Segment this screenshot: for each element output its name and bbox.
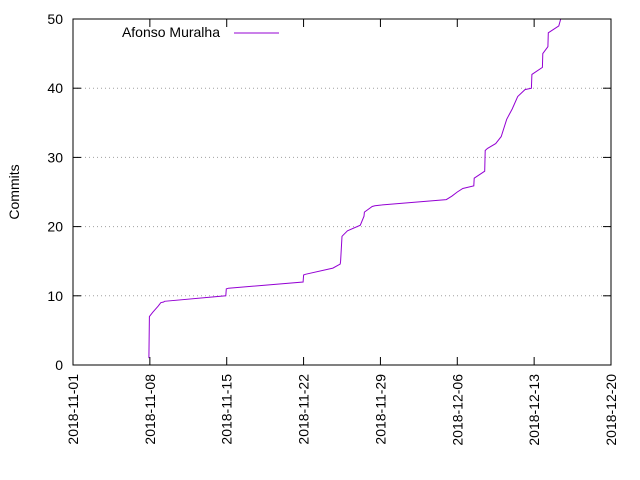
x-tick-label: 2018-11-15 xyxy=(219,374,235,445)
series-line xyxy=(148,18,562,359)
x-tick-label: 2018-12-20 xyxy=(603,374,619,446)
x-tick-label: 2018-11-08 xyxy=(142,374,158,445)
y-axis-ticks: 0 10 20 30 40 50 xyxy=(47,11,611,373)
x-tick-label: 2018-11-01 xyxy=(65,374,81,445)
legend: Afonso Muralha xyxy=(122,24,279,40)
series-group xyxy=(148,18,562,359)
y-tick-label: 10 xyxy=(47,288,63,304)
y-tick-label: 20 xyxy=(47,219,63,235)
y-tick-label: 50 xyxy=(47,11,63,27)
y-tick-label: 40 xyxy=(47,80,63,96)
legend-label: Afonso Muralha xyxy=(122,24,220,40)
x-axis-ticks: 2018-11-01 2018-11-08 2018-11-15 2018-11-22… xyxy=(65,19,619,446)
y-tick-label: 30 xyxy=(47,149,63,165)
x-tick-label: 2018-12-13 xyxy=(526,374,542,446)
plot-frame xyxy=(72,18,612,366)
x-tick-label: 2018-11-29 xyxy=(372,374,388,445)
grid-lines xyxy=(73,87,611,297)
x-tick-label: 2018-11-22 xyxy=(296,374,312,445)
x-tick-label: 2018-12-06 xyxy=(449,374,465,446)
y-tick-label: 0 xyxy=(55,357,63,373)
y-axis-label: Commits xyxy=(6,164,22,219)
